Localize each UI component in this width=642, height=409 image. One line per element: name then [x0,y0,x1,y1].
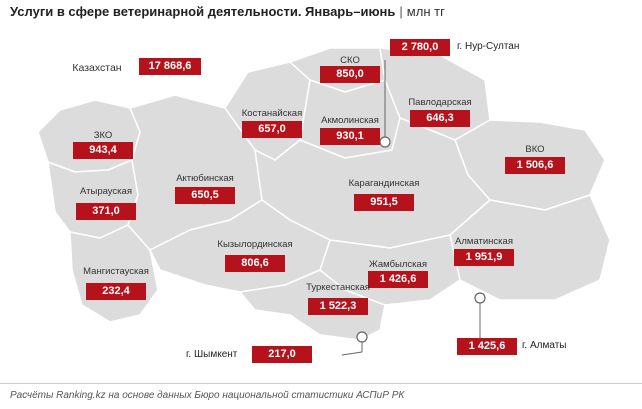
value-nur-sultan: 2 780,0 [390,39,450,56]
total-value: 17 868,6 [139,58,201,75]
source-note: Расчёты Ranking.kz на основе данных Бюро… [10,390,405,401]
value-vko: 1 506,6 [505,157,565,174]
label-almaty-region: Алматинская [455,236,513,247]
label-aktobe: Актюбинская [176,173,234,184]
value-zko: 943,4 [73,142,133,159]
label-kostanay: Костанайская [241,108,303,119]
title-unit: млн тг [406,4,445,19]
value-kyzylorda: 806,6 [225,255,285,272]
region-almaty [449,194,611,301]
marker-shymkent [356,331,368,343]
value-shymkent: 217,0 [252,346,312,363]
value-sko: 850,0 [320,66,380,83]
label-turkestan: Туркестанская [306,282,370,293]
value-aktobe: 650,5 [175,187,235,204]
label-vko: ВКО [525,144,545,155]
value-turkestan: 1 522,3 [308,298,368,315]
label-mangystau: Мангистауская [83,266,149,277]
label-kyzylorda: Кызылординская [217,239,293,250]
value-zhambyl: 1 426,6 [368,271,428,288]
value-almaty-region: 1 951,9 [454,249,514,266]
region-zko [37,99,141,173]
value-pavlodar: 646,3 [410,110,470,127]
label-sko: СКО [340,55,360,66]
title-separator: | [399,4,403,19]
title-main: Услуги в сфере ветеринарной деятельности… [10,4,396,19]
value-almaty: 1 425,6 [457,338,517,355]
label-zhambyl: Жамбылская [369,259,427,270]
value-atyrau: 371,0 [76,203,136,220]
label-atyrau: Атырауская [80,186,132,197]
value-karaganda: 951,5 [354,194,414,211]
label-shymkent: г. Шымкент [186,349,238,360]
marker-almaty [474,292,486,304]
footer-divider [0,383,642,384]
label-karaganda: Карагандинская [348,178,420,189]
value-kostanay: 657,0 [242,121,302,138]
label-nur-sultan: г. Нур-Султан [457,41,520,52]
marker-nur-sultan [379,136,391,148]
value-akmola: 930,1 [320,128,380,145]
total-label: Казахстан [72,62,122,74]
label-akmola: Акмолинская [321,115,379,126]
label-zko: ЗКО [93,130,113,141]
label-pavlodar: Павлодарская [408,97,472,108]
map-title: Услуги в сфере ветеринарной деятельности… [10,4,445,19]
value-mangystau: 232,4 [86,283,146,300]
label-almaty: г. Алматы [522,340,567,351]
